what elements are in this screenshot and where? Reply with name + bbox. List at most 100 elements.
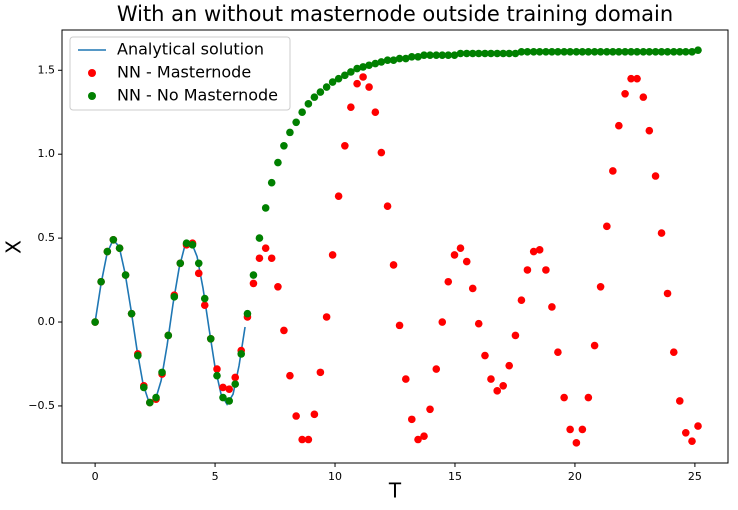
point: [554, 48, 562, 56]
point: [194, 269, 203, 278]
point: [365, 83, 373, 91]
point: [554, 348, 562, 357]
point: [426, 405, 434, 414]
point: [675, 48, 684, 56]
point: [468, 49, 477, 58]
point: [347, 68, 355, 76]
point: [688, 437, 696, 445]
point: [206, 335, 215, 343]
point: [542, 48, 550, 56]
point: [231, 373, 240, 382]
point: [523, 48, 532, 56]
legend-label: NN - No Masternode: [117, 86, 278, 105]
x-tick-label: 10: [328, 470, 342, 483]
point: [304, 435, 313, 444]
point: [255, 234, 264, 242]
y-tick-label: −0.5: [28, 399, 55, 412]
point: [347, 103, 355, 112]
point: [474, 319, 483, 328]
point: [170, 293, 179, 301]
point: [274, 158, 282, 167]
point: [456, 244, 465, 252]
point: [267, 178, 276, 187]
point: [651, 48, 660, 56]
y-axis-label: X: [2, 240, 26, 254]
x-tick-label: 5: [212, 470, 219, 483]
point: [627, 74, 635, 83]
point: [146, 398, 154, 407]
point: [152, 393, 160, 402]
point: [286, 128, 294, 137]
point: [383, 202, 392, 211]
point: [213, 365, 221, 373]
point: [438, 51, 447, 59]
point: [645, 126, 654, 135]
point: [681, 428, 690, 437]
point: [213, 371, 221, 380]
x-axis-label: T: [388, 479, 402, 503]
point: [535, 48, 544, 56]
point: [341, 71, 349, 80]
point: [249, 271, 258, 279]
point: [121, 271, 130, 279]
point: [377, 148, 386, 157]
point: [371, 108, 380, 117]
point: [164, 331, 173, 340]
point: [633, 74, 641, 83]
point: [615, 121, 623, 130]
point: [444, 277, 453, 286]
point: [645, 48, 654, 56]
point: [267, 254, 276, 263]
point: [548, 48, 556, 56]
point: [578, 48, 587, 56]
point: [200, 301, 209, 310]
point: [426, 51, 434, 59]
point: [316, 88, 325, 96]
point: [280, 142, 288, 150]
point: [383, 56, 392, 65]
point: [548, 303, 556, 311]
point: [450, 51, 459, 59]
x-tick-label: 15: [448, 470, 462, 483]
point: [487, 49, 495, 58]
point: [584, 393, 593, 402]
point: [481, 49, 489, 58]
point: [566, 425, 574, 434]
point: [328, 78, 337, 86]
point: [669, 348, 678, 357]
point: [657, 48, 666, 56]
point: [432, 51, 441, 59]
point: [414, 435, 422, 444]
point: [603, 48, 611, 56]
point: [334, 74, 343, 83]
point: [365, 61, 373, 70]
point: [115, 244, 124, 252]
point: [176, 259, 185, 268]
point: [621, 89, 629, 98]
x-tick-label: 25: [688, 470, 702, 483]
point: [322, 83, 331, 91]
point: [231, 380, 240, 388]
point: [286, 371, 294, 380]
point: [560, 48, 568, 56]
point: [493, 387, 502, 395]
point: [127, 309, 136, 318]
point: [542, 266, 550, 274]
point: [134, 351, 142, 360]
legend-swatch: [88, 69, 96, 77]
point: [103, 247, 112, 256]
plot-frame: [61, 29, 729, 464]
point: [517, 48, 526, 56]
point: [158, 368, 166, 377]
point: [395, 321, 404, 330]
y-tick-label: 1.0: [38, 147, 56, 160]
point: [353, 64, 361, 73]
point: [487, 375, 495, 383]
point: [280, 326, 288, 335]
point: [688, 48, 696, 56]
point: [97, 277, 105, 286]
point: [633, 48, 641, 56]
point: [182, 239, 191, 247]
point: [322, 313, 331, 321]
